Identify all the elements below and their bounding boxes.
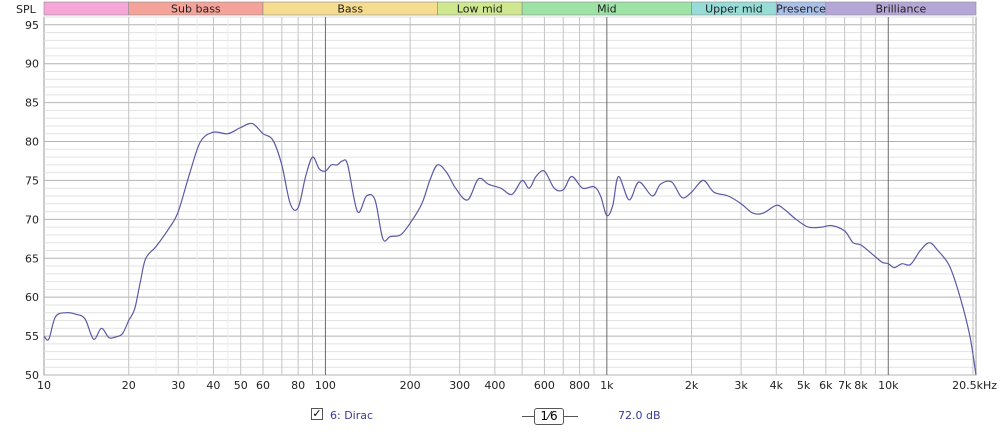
x-tick-400: 400: [484, 379, 505, 392]
x-tick-60: 60: [256, 379, 270, 392]
x-tick-200: 200: [400, 379, 421, 392]
x-tick-3k: 3k: [734, 379, 748, 392]
x-tick-4k: 4k: [770, 379, 784, 392]
y-axis-label: SPL: [16, 3, 37, 16]
x-tick-800: 800: [569, 379, 590, 392]
y-tick-80: 80: [25, 136, 39, 149]
y-tick-50: 50: [25, 369, 39, 382]
x-tick-600: 600: [534, 379, 555, 392]
smoothing-line-left: [522, 416, 534, 417]
smoothing-button[interactable]: 1⁄6: [534, 408, 564, 425]
x-tick-30: 30: [171, 379, 185, 392]
legend: ✓ 6: Dirac 1⁄6 72.0 dB: [0, 404, 1000, 430]
smoothing-line-right: [564, 416, 578, 417]
x-tick-80: 80: [291, 379, 305, 392]
x-tick-300: 300: [449, 379, 470, 392]
frequency-response-chart: Sub bass Bass Low mid Mid Upper mid Presence B…: [16, 1, 997, 392]
band-0: [43, 1, 130, 16]
x-tick-labels: 10 20 30 40 50 60 80 100 200 300 400 600 800 1k 2k 3k 4k…: [37, 379, 997, 392]
band-label-7: Brilliance: [876, 3, 927, 16]
level-readout: 72.0 dB: [618, 409, 661, 422]
band-label-6: Presence: [776, 3, 826, 16]
series-line-dirac: [43, 122, 977, 376]
x-tick-2k: 2k: [685, 379, 699, 392]
y-tick-60: 60: [25, 291, 39, 304]
y-tick-90: 90: [25, 58, 39, 71]
y-tick-75: 75: [25, 174, 39, 187]
x-tick-20.5kHz: 20.5kHz: [952, 379, 997, 392]
x-tick-40: 40: [206, 379, 220, 392]
smoothing-control: 1⁄6: [522, 407, 578, 425]
x-tick-50: 50: [234, 379, 248, 392]
x-tick-8k: 8k: [854, 379, 868, 392]
band-label-3: Low mid: [457, 3, 503, 16]
x-tick-10k: 10k: [878, 379, 899, 392]
y-tick-85: 85: [25, 97, 39, 110]
y-tick-95: 95: [25, 19, 39, 32]
x-tick-10: 10: [37, 379, 51, 392]
y-tick-labels: 50 55 60 65 70 75 80 85 90 95: [25, 19, 39, 382]
y-tick-70: 70: [25, 213, 39, 226]
x-tick-1k: 1k: [600, 379, 614, 392]
y-tick-65: 65: [25, 252, 39, 265]
x-tick-7k: 7k: [838, 379, 852, 392]
series-visibility-checkbox[interactable]: ✓: [311, 407, 323, 420]
band-7: [825, 1, 977, 16]
x-tick-5k: 5k: [797, 379, 811, 392]
band-label-2: Bass: [337, 3, 363, 16]
frequency-bands: Sub bass Bass Low mid Mid Upper mid Presence B…: [43, 1, 977, 16]
band-label-1: Sub bass: [171, 3, 221, 16]
grid: [44, 16, 976, 376]
x-tick-100: 100: [315, 379, 336, 392]
x-tick-6k: 6k: [819, 379, 833, 392]
y-tick-55: 55: [25, 330, 39, 343]
band-label-5: Upper mid: [705, 3, 763, 16]
band-label-4: Mid: [597, 3, 617, 16]
legend-entry-label: 6: Dirac: [330, 409, 374, 422]
x-tick-20: 20: [122, 379, 136, 392]
